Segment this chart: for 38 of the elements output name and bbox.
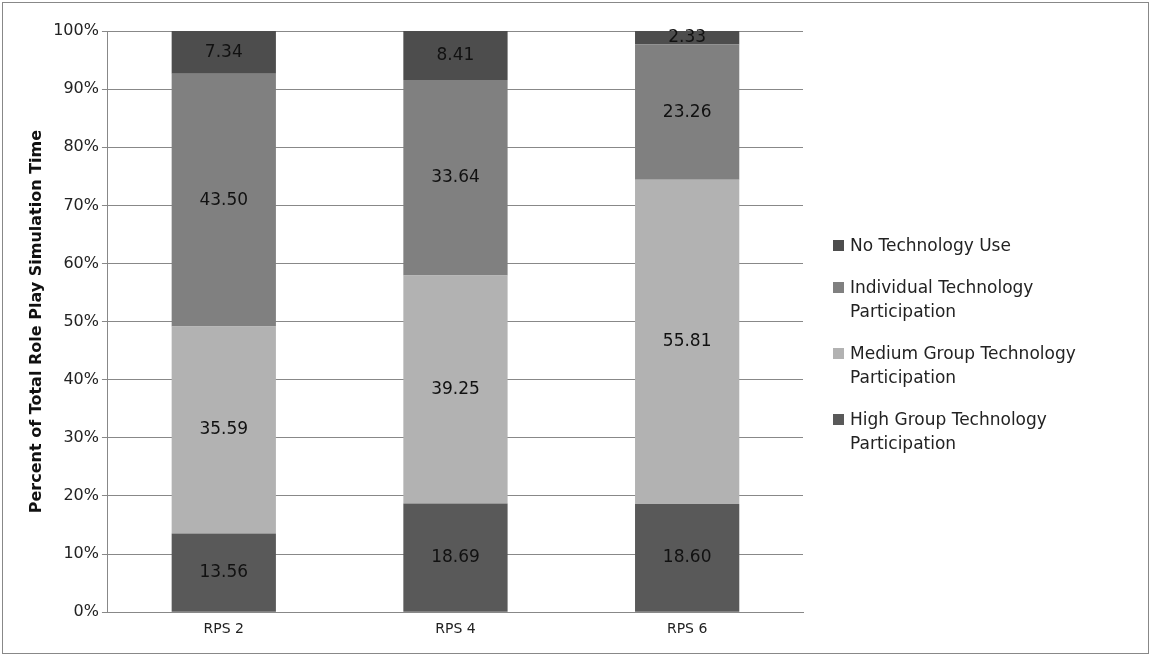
x-tick-label: RPS 4: [435, 620, 476, 637]
data-label: 7.34: [204, 40, 243, 61]
bar: [635, 179, 740, 505]
y-tick-label: 80%: [63, 136, 99, 156]
legend-label: High Group Technology Participation: [850, 408, 1048, 455]
bar: [171, 326, 276, 534]
data-label: 55.81: [662, 330, 712, 351]
x-tick-label: RPS 6: [666, 620, 708, 637]
data-label: 18.69: [431, 546, 480, 567]
y-tick-label: 20%: [63, 485, 99, 505]
data-label: 18.60: [662, 546, 712, 567]
data-label: 23.26: [662, 100, 712, 121]
y-tick-label: 50%: [63, 310, 99, 330]
data-label: 39.25: [431, 377, 480, 398]
legend-label: No Technology Use: [850, 234, 1011, 257]
bar: [403, 31, 508, 80]
bar: [403, 275, 508, 504]
legend-label: Medium Group Technology Participation: [850, 342, 1077, 389]
y-tick-label: 40%: [63, 368, 99, 388]
y-tick-label: 30%: [63, 427, 99, 446]
x-tick-label: RPS 2: [203, 620, 244, 637]
y-tick-label: 10%: [63, 543, 99, 563]
y-tick-label: 70%: [63, 194, 99, 214]
bar: [171, 31, 276, 74]
data-label: 43.50: [199, 188, 249, 209]
data-label: 8.41: [436, 43, 475, 64]
bar: [635, 504, 740, 612]
y-tick-label: 100%: [53, 20, 99, 40]
legend-label: Individual Technology Participation: [850, 276, 1035, 323]
bar: [403, 503, 508, 612]
data-label: 13.56: [199, 560, 249, 581]
y-tick-label: 0%: [73, 601, 99, 621]
bar: [171, 533, 276, 612]
data-label: 33.64: [431, 166, 480, 187]
y-axis-title: Percent of Total Role Play Simulation Time: [25, 129, 45, 514]
data-label: 35.59: [199, 418, 249, 439]
y-tick-label: 90%: [63, 78, 99, 98]
y-tick-label: 60%: [63, 252, 99, 272]
